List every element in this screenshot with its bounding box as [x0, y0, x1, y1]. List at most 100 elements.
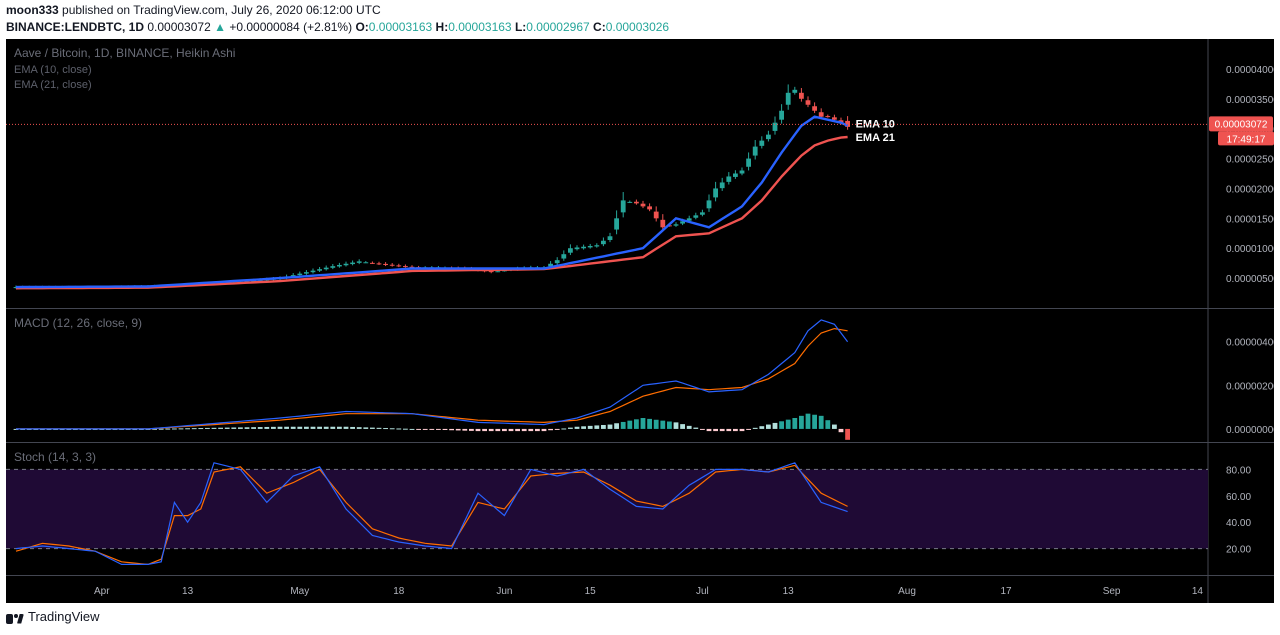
- macd-signal-line: [16, 327, 848, 430]
- macd-histogram-bar: [238, 427, 243, 429]
- macd-histogram-bar: [581, 426, 586, 429]
- macd-histogram-bar: [521, 428, 527, 432]
- y-tick-label: 40.00: [1226, 518, 1251, 529]
- candle-body: [363, 262, 369, 264]
- macd-histogram-bar: [290, 426, 296, 429]
- chart-area[interactable]: 0.000040000.000035000.000030000.00002500…: [6, 39, 1274, 603]
- macd-histogram-bar: [310, 426, 316, 429]
- candle-body: [627, 201, 633, 203]
- macd-histogram-bar: [667, 421, 672, 429]
- tradingview-logo-icon: [6, 610, 24, 624]
- stoch-band: [6, 469, 1208, 549]
- macd-histogram-bar: [554, 428, 560, 430]
- macd-histogram-bar: [251, 427, 256, 429]
- candle-body: [356, 261, 362, 263]
- macd-histogram-bar: [165, 428, 171, 430]
- macd-histogram-bar: [574, 426, 580, 429]
- candle-body: [779, 110, 784, 120]
- candle-body: [634, 201, 639, 204]
- macd-histogram-bar: [462, 428, 468, 431]
- x-tick-label: Aug: [898, 586, 916, 597]
- pane-title: MACD (12, 26, close, 9): [14, 316, 142, 330]
- macd-histogram-bar: [244, 427, 250, 429]
- candle-body: [680, 221, 685, 224]
- high-value: 0.00003163: [448, 20, 512, 34]
- macd-histogram-bar: [436, 428, 441, 430]
- macd-histogram-bar: [442, 428, 448, 431]
- pane-title: Aave / Bitcoin, 1D, BINANCE, Heikin Ashi: [14, 46, 235, 60]
- close-value: 0.00003026: [605, 20, 670, 34]
- x-tick-label: 13: [182, 586, 194, 597]
- publisher-name[interactable]: moon333: [6, 3, 59, 17]
- ema21-annotation: EMA 21: [856, 132, 895, 144]
- candle-body: [548, 263, 553, 267]
- candle-body: [726, 176, 732, 182]
- candle-body: [614, 218, 619, 230]
- macd-histogram-bar: [660, 420, 666, 429]
- low-label: L:: [514, 20, 527, 34]
- macd-histogram-bar: [488, 428, 494, 432]
- candle-body: [409, 266, 415, 268]
- macd-histogram-bar: [191, 428, 197, 430]
- macd-histogram-bar: [231, 427, 237, 429]
- macd-histogram-bar: [264, 426, 270, 429]
- candle-body: [660, 219, 666, 228]
- macd-histogram-bar: [422, 428, 428, 430]
- macd-histogram-bar: [455, 428, 461, 431]
- stoch-k-line: [15, 462, 848, 565]
- candle-body: [706, 200, 712, 209]
- x-tick-label: 13: [783, 586, 795, 597]
- x-tick-label: Apr: [94, 586, 110, 597]
- close-label: C:: [593, 20, 606, 34]
- ema10-annotation: EMA 10: [856, 119, 895, 131]
- chart-svg[interactable]: 0.000040000.000035000.000030000.00002500…: [6, 39, 1274, 603]
- macd-histogram-bar: [356, 427, 362, 429]
- macd-histogram-bar: [515, 428, 520, 432]
- candle-body: [304, 272, 309, 274]
- macd-histogram-bar: [469, 428, 474, 431]
- macd-histogram-bar: [449, 428, 454, 431]
- macd-histogram-bar: [508, 428, 514, 432]
- macd-histogram-bar: [733, 428, 738, 432]
- candle-body: [792, 89, 798, 93]
- published-text: published on TradingView.com, July 26, 2…: [58, 3, 381, 17]
- macd-histogram-bar: [594, 425, 600, 429]
- candle-body: [818, 112, 824, 117]
- macd-histogram-bar: [825, 420, 831, 429]
- candle-body: [574, 247, 580, 250]
- candle-body: [389, 264, 395, 266]
- macd-histogram-bar: [337, 426, 342, 429]
- candle-body: [310, 270, 316, 273]
- macd-histogram-bar: [561, 428, 567, 430]
- macd-histogram-bar: [317, 426, 322, 429]
- candle-body: [607, 236, 613, 241]
- symbol-name: BINANCE:LENDBTC, 1D: [6, 20, 144, 34]
- macd-histogram-bar: [792, 418, 798, 429]
- macd-histogram-bar: [152, 428, 157, 430]
- macd-histogram-bar: [713, 428, 718, 432]
- macd-histogram-bar: [502, 428, 507, 432]
- y-tick-label: 0.00000200: [1226, 381, 1274, 392]
- macd-histogram-bar: [403, 428, 408, 430]
- candle-body: [330, 266, 336, 268]
- candle-body: [686, 218, 692, 221]
- macd-histogram-bar: [218, 427, 223, 429]
- candle-body: [746, 158, 751, 167]
- macd-histogram-bar: [224, 427, 230, 429]
- x-tick-label: 17: [1000, 586, 1012, 597]
- brand-name[interactable]: TradingView: [28, 609, 100, 624]
- candle-body: [713, 188, 718, 198]
- candle-body: [587, 245, 593, 248]
- y-tick-label: 0.00000000: [1226, 425, 1274, 436]
- countdown-tag: [1218, 131, 1274, 146]
- candle-body: [812, 106, 817, 111]
- macd-histogram-bar: [158, 428, 164, 430]
- macd-histogram-bar: [172, 428, 177, 430]
- macd-histogram-bar: [693, 427, 699, 429]
- macd-histogram-bar: [634, 419, 639, 429]
- macd-histogram-bar: [680, 424, 685, 429]
- macd-histogram-bar: [686, 425, 692, 429]
- y-tick-label: 0.00001500: [1226, 214, 1274, 225]
- pane-title: Stoch (14, 3, 3): [14, 450, 96, 464]
- legend-entry: EMA (10, close): [14, 64, 92, 76]
